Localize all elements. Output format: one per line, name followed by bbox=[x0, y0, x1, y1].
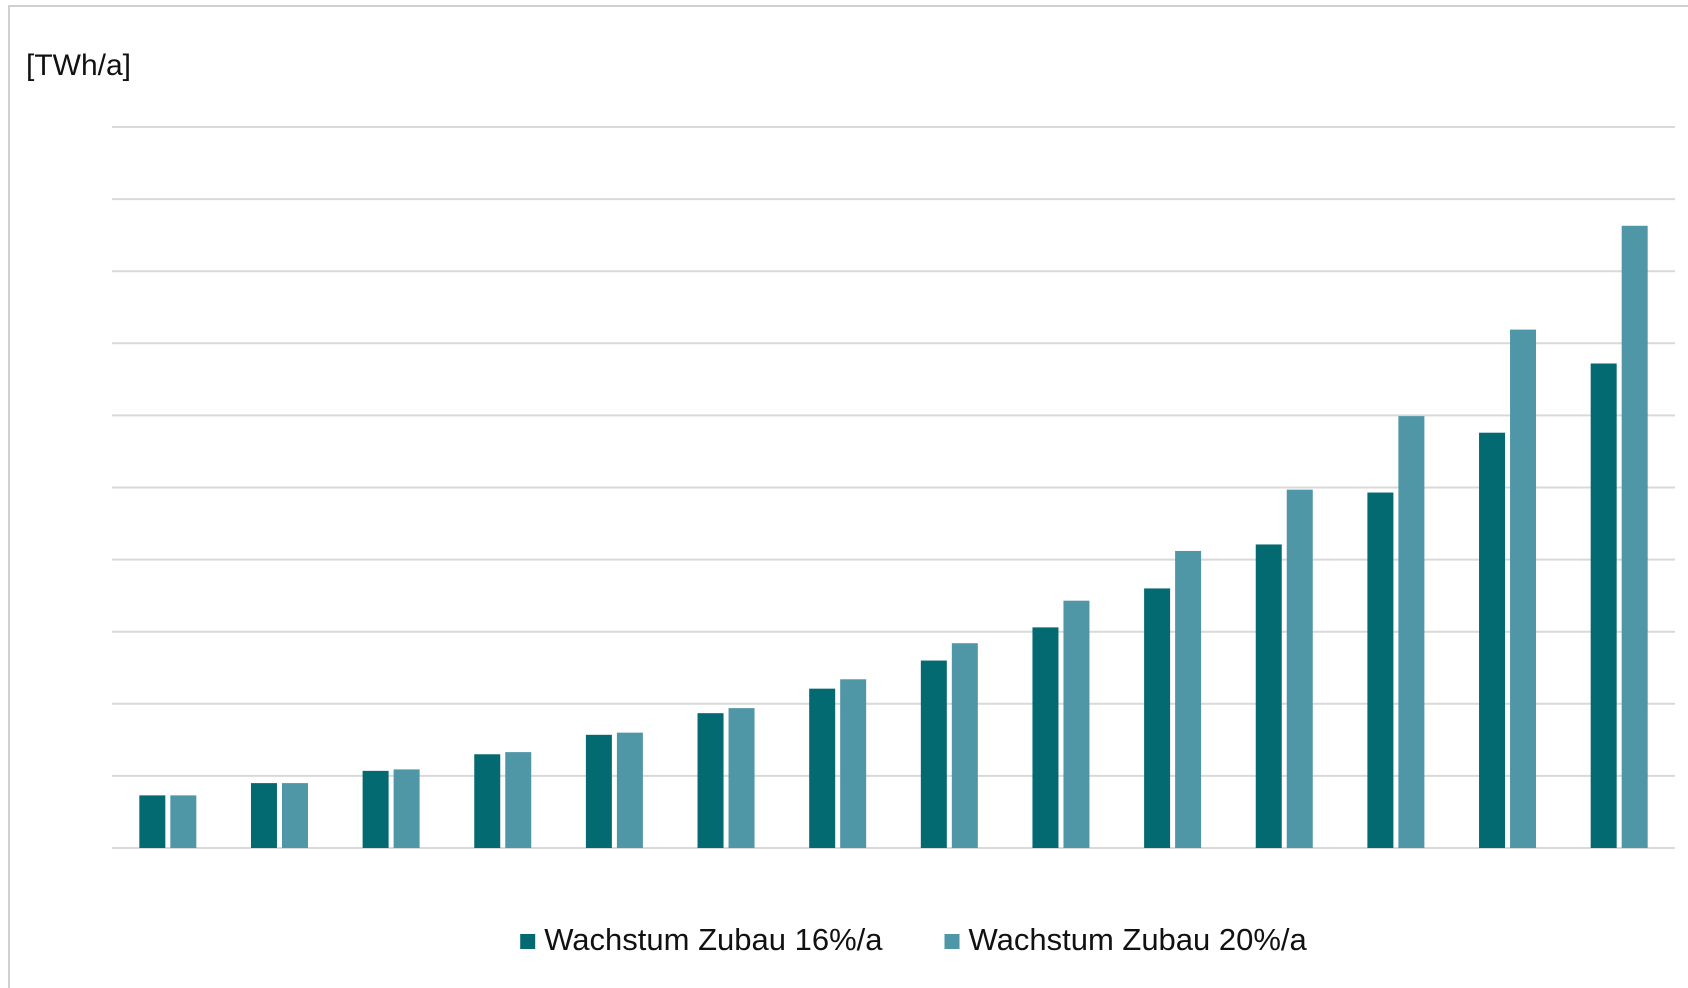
bar bbox=[1063, 600, 1090, 848]
bar bbox=[697, 713, 724, 848]
bar bbox=[1144, 588, 1171, 848]
bar bbox=[920, 660, 947, 848]
bar bbox=[585, 734, 612, 848]
bar bbox=[139, 795, 166, 848]
bar bbox=[840, 679, 867, 848]
bar bbox=[1175, 550, 1202, 848]
bar bbox=[809, 688, 836, 848]
bar bbox=[1286, 489, 1313, 848]
bar bbox=[1398, 416, 1425, 848]
bar bbox=[616, 732, 643, 848]
legend-swatch bbox=[944, 934, 960, 949]
bar bbox=[362, 770, 389, 848]
legend-label: Wachstum Zubau 20%/a bbox=[969, 922, 1308, 957]
bar bbox=[281, 783, 308, 848]
bar bbox=[1621, 225, 1648, 849]
bar bbox=[1590, 363, 1617, 848]
legend-label: Wachstum Zubau 16%/a bbox=[544, 922, 883, 957]
bar bbox=[728, 708, 755, 848]
bar bbox=[1255, 544, 1282, 848]
bar bbox=[1032, 627, 1059, 848]
bar bbox=[505, 752, 532, 848]
bar bbox=[1367, 492, 1394, 848]
bar bbox=[1479, 432, 1506, 848]
bar bbox=[250, 783, 277, 848]
legend-swatch bbox=[520, 934, 536, 949]
y-axis-label: [TWh/a] bbox=[26, 49, 131, 82]
bar bbox=[474, 754, 501, 848]
bar bbox=[1510, 329, 1537, 848]
bar bbox=[951, 643, 978, 848]
bar bbox=[170, 795, 197, 848]
bar bbox=[393, 769, 420, 848]
